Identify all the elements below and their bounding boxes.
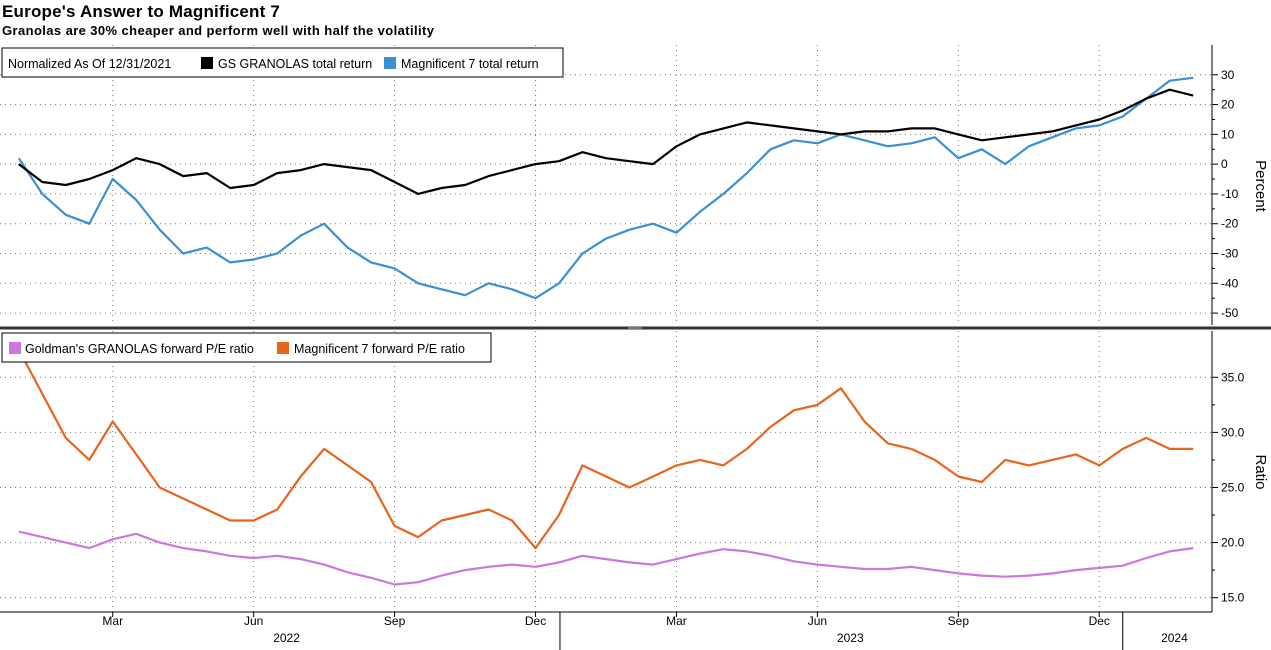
x-year-label: 2024 (1161, 631, 1188, 645)
x-tick-label-month: Mar (666, 614, 687, 628)
y-tick-label: -50 (1221, 306, 1239, 320)
legend-label-granolas-pe: Goldman's GRANOLAS forward P/E ratio (25, 342, 254, 356)
y-tick-label: 30 (1221, 68, 1235, 82)
legend-label-granolas-return: GS GRANOLAS total return (218, 57, 372, 71)
y-tick-label: 25.0 (1221, 480, 1245, 494)
bottom-legend-box (1, 332, 492, 363)
y-tick-label: -20 (1221, 217, 1239, 231)
x-tick-label-month: Mar (102, 614, 123, 628)
series-line-magnificent-7-forward-p-e-ratio (17, 349, 1194, 550)
y-tick-label: 20 (1221, 98, 1235, 112)
series-line-goldman-s-granolas-forward-p-e-ratio (18, 530, 1194, 586)
legend-label-mag7-pe: Magnificent 7 forward P/E ratio (294, 342, 465, 356)
y-tick-label: 0 (1221, 157, 1228, 171)
series-line-gs-granolas-total-return (18, 88, 1194, 195)
y-tick-label: -40 (1221, 276, 1239, 290)
series-line-magnificent-7-total-return (17, 76, 1194, 300)
x-tick-label-month: Dec (1089, 614, 1110, 628)
y-tick-label: 10 (1221, 127, 1235, 141)
grid-layer (0, 45, 1212, 612)
bottom-legend: Goldman's GRANOLAS forward P/E ratio Mag… (1, 332, 492, 363)
x-tick-label-month: Sep (948, 614, 970, 628)
y-tick-label: -10 (1221, 187, 1239, 201)
y-tick-label: -30 (1221, 247, 1239, 261)
top-legend: Normalized As Of 12/31/2021 GS GRANOLAS … (1, 47, 564, 78)
y-tick-label: 20.0 (1221, 536, 1245, 550)
top-y-axis-title: Percent (1252, 160, 1269, 213)
y-tick-label: 30.0 (1221, 425, 1245, 439)
legend-swatch-mag7-pe (277, 342, 289, 354)
y-tick-label: 35.0 (1221, 370, 1245, 384)
x-year-label: 2023 (837, 631, 864, 645)
axis-layer: 30 20 10 0 -10 -20 -30 -40 -50 35.0 30.0 25.0 20.0 15… (0, 45, 1271, 650)
bottom-y-axis-title: Ratio (1252, 454, 1269, 489)
legend-swatch-granolas-pe (9, 342, 21, 354)
legend-swatch-mag7-return (384, 57, 396, 69)
x-tick-label-month: Jun (244, 614, 263, 628)
x-tick-label-month: Sep (384, 614, 406, 628)
x-year-label: 2022 (273, 631, 300, 645)
legend-swatch-granolas-return (201, 57, 213, 69)
y-tick-label: 15.0 (1221, 591, 1245, 605)
chart-title: Europe's Answer to Magnificent 7 (2, 2, 281, 21)
series-layer (17, 76, 1194, 586)
legend-label-mag7-return: Magnificent 7 total return (401, 57, 539, 71)
x-tick-label-month: Jun (808, 614, 827, 628)
top-legend-box (1, 47, 564, 78)
chart-subtitle: Granolas are 30% cheaper and perform wel… (2, 23, 435, 38)
top-legend-normalized-label: Normalized As Of 12/31/2021 (8, 57, 171, 71)
x-tick-label-month: Dec (525, 614, 546, 628)
